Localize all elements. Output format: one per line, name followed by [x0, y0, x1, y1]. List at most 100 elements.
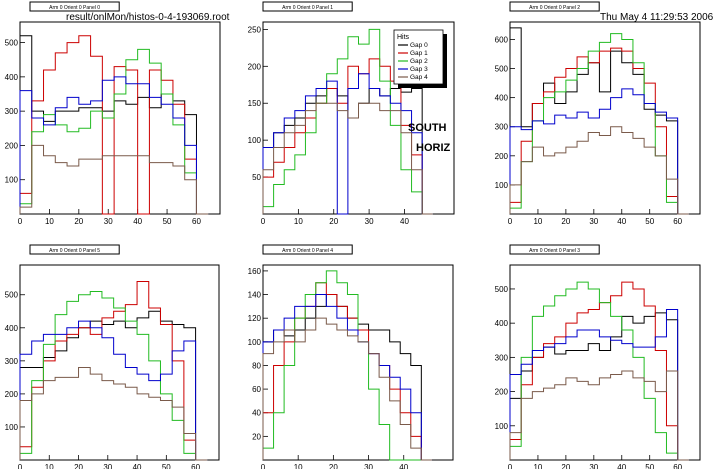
y-tick-label: 160: [248, 267, 262, 276]
x-tick-label: 20: [74, 217, 83, 226]
histogram-panel-5: Arm 0 Orient 0 Panel 3 0 10 20 30 40 50 60 100 20…: [495, 244, 701, 469]
x-tick-label: 30: [364, 463, 373, 469]
series-gap-2: [19, 290, 208, 461]
series-gap-3: [262, 73, 433, 215]
histogram-panel-3: Arm 0 Orient 0 Panel 5 0 10 20 30 40 50 60 100 20…: [5, 244, 220, 469]
x-tick-label: 0: [261, 217, 266, 226]
y-tick-label: 100: [5, 423, 19, 432]
y-tick-label: 400: [5, 324, 19, 333]
x-tick-label: 10: [45, 463, 54, 469]
panel-title-box: [509, 1, 600, 12]
x-tick-label: 30: [589, 463, 598, 469]
y-tick-label: 100: [248, 136, 262, 145]
panel-title-box: [29, 244, 120, 255]
x-tick-label: 40: [133, 463, 142, 469]
x-tick-label: 50: [645, 217, 654, 226]
series-gap-2: [262, 270, 432, 461]
series-gap-4: [509, 126, 689, 215]
orientation-label-2: HORIZ: [416, 142, 451, 154]
legend-entry: Gap 3: [410, 66, 428, 73]
panel-title-box: [262, 244, 353, 255]
x-tick-label: 50: [162, 463, 171, 469]
panel-title: Arm 0 Orient 0 Panel 1: [282, 5, 333, 11]
series-gap-4: [262, 102, 433, 215]
y-tick-label: 80: [252, 361, 261, 370]
series-gap-3: [262, 294, 432, 461]
datetime-label: Thu May 4 11:29:53 2006: [600, 12, 714, 23]
x-tick-label: 10: [294, 463, 303, 469]
x-tick-label: 10: [533, 463, 542, 469]
y-tick-label: 300: [5, 107, 19, 116]
x-tick-label: 0: [18, 217, 23, 226]
panel-title-box: [262, 1, 353, 12]
panel-frame: [509, 264, 701, 461]
histogram-panel-0: Arm 0 Orient 0 Panel 0 0 10 20 30 40 50 60 100 20…: [5, 1, 221, 226]
x-tick-label: 10: [45, 217, 54, 226]
x-tick-label: 20: [329, 217, 338, 226]
series-gap-3: [509, 308, 689, 461]
legend-title: Hits: [397, 34, 410, 41]
x-tick-label: 60: [673, 217, 682, 226]
y-tick-label: 300: [5, 357, 19, 366]
histogram-panel-2: Arm 0 Orient 0 Panel 2 0 10 20 30 40 50 60 100 20…: [495, 1, 701, 226]
histogram-panel-4: Arm 0 Orient 0 Panel 4 0 10 20 30 40 20 40 60 80 1…: [248, 244, 454, 469]
y-tick-label: 500: [5, 39, 19, 48]
series-gap-2: [509, 281, 689, 461]
y-tick-label: 60: [252, 385, 261, 394]
legend-entry: Gap 4: [410, 74, 428, 81]
x-tick-label: 30: [365, 217, 374, 226]
panel-title: Arm 0 Orient 0 Panel 2: [529, 5, 580, 11]
legend-entry: Gap 2: [410, 58, 428, 65]
panel-frame: [19, 21, 221, 215]
series-gap-3: [509, 88, 689, 215]
y-tick-label: 200: [5, 141, 19, 150]
series-gap-4: [509, 370, 689, 461]
x-tick-label: 0: [508, 217, 513, 226]
panel-frame: [19, 264, 220, 461]
y-tick-label: 150: [248, 99, 262, 108]
panel-title-box: [509, 244, 600, 255]
x-tick-label: 40: [400, 217, 409, 226]
y-tick-label: 250: [248, 25, 262, 34]
y-tick-label: 100: [248, 338, 262, 347]
series-gap-4: [19, 366, 208, 461]
series-gap-1: [509, 281, 689, 461]
y-tick-label: 40: [252, 409, 261, 418]
panel-title: Arm 0 Orient 0 Panel 0: [49, 5, 100, 11]
x-tick-label: 20: [561, 217, 570, 226]
x-tick-label: 60: [192, 217, 201, 226]
x-tick-label: 40: [617, 463, 626, 469]
series-gap-3: [19, 76, 209, 215]
series-gap-2: [262, 28, 433, 215]
x-tick-label: 40: [617, 217, 626, 226]
y-tick-label: 400: [495, 319, 509, 328]
y-tick-label: 200: [495, 388, 509, 397]
x-tick-label: 10: [533, 217, 542, 226]
y-tick-label: 20: [252, 432, 261, 441]
x-tick-label: 20: [329, 463, 338, 469]
x-tick-label: 20: [74, 463, 83, 469]
y-tick-label: 500: [5, 291, 19, 300]
legend-entry: Gap 1: [410, 50, 428, 57]
x-tick-label: 40: [399, 463, 408, 469]
panel-title: Arm 0 Orient 0 Panel 3: [529, 248, 580, 254]
x-tick-label: 0: [261, 463, 266, 469]
y-tick-label: 400: [495, 94, 509, 103]
y-tick-label: 300: [495, 123, 509, 132]
y-tick-label: 600: [495, 35, 509, 44]
legend-box: [393, 29, 444, 85]
series-gap-3: [19, 320, 208, 461]
y-tick-label: 120: [248, 314, 262, 323]
x-tick-label: 60: [673, 463, 682, 469]
x-tick-label: 30: [103, 463, 112, 469]
y-tick-label: 500: [495, 285, 509, 294]
x-tick-label: 10: [294, 217, 303, 226]
series-gap-1: [262, 282, 432, 461]
x-tick-label: 50: [645, 463, 654, 469]
series-gap-4: [19, 144, 209, 215]
y-tick-label: 200: [5, 390, 19, 399]
panel-title: Arm 0 Orient 0 Panel 5: [49, 248, 100, 254]
panel-frame: [262, 21, 455, 215]
